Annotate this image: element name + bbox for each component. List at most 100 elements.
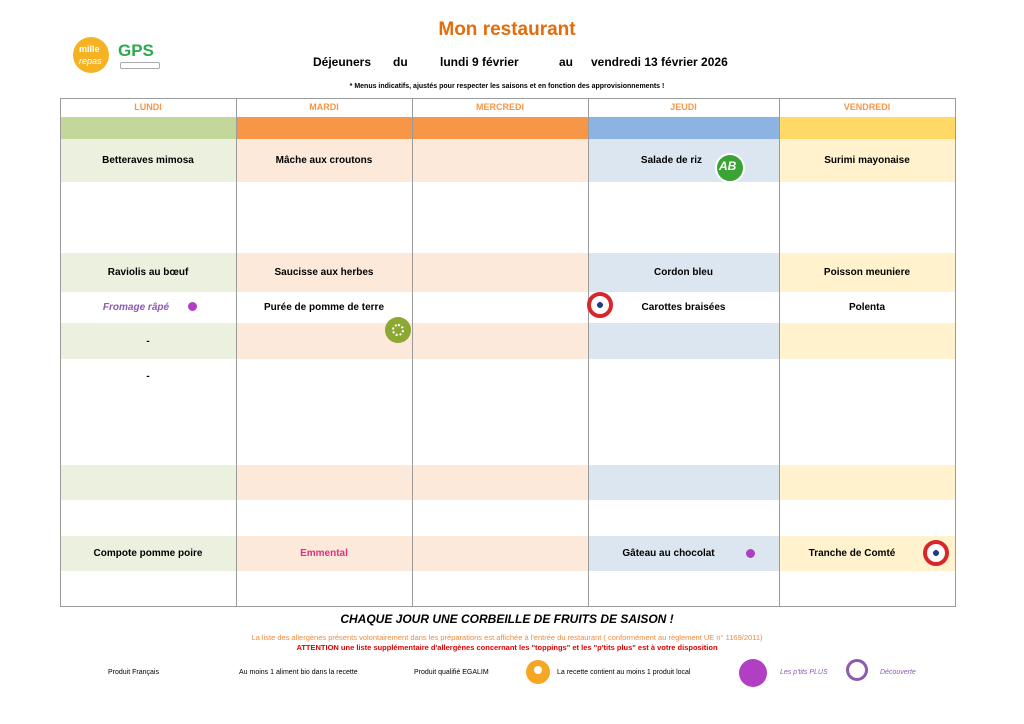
day-header: MERCREDI bbox=[475, 102, 524, 112]
attention-note: ATTENTION une liste supplémentaire d'all… bbox=[296, 643, 718, 652]
menu-cell bbox=[60, 465, 236, 500]
dish: Cordon bleu bbox=[654, 267, 713, 278]
menu-cell bbox=[779, 465, 955, 500]
color-band bbox=[236, 117, 412, 139]
menu-cell: - bbox=[60, 359, 236, 465]
day-header: VENDREDI bbox=[843, 102, 891, 112]
grid-line bbox=[412, 98, 413, 606]
menu-cell: Mâche aux croutons bbox=[236, 139, 412, 182]
menu-cell bbox=[236, 465, 412, 500]
logo-mille-repas bbox=[73, 37, 109, 73]
menu-cell: Betteraves mimosa bbox=[60, 139, 236, 182]
dish: Salade de riz bbox=[640, 155, 703, 166]
logo-decoration bbox=[120, 62, 160, 69]
menu-cell bbox=[412, 139, 588, 182]
day-header: MARDI bbox=[309, 102, 339, 112]
logo-text: repas bbox=[79, 56, 102, 66]
menu-cell: Purée de pomme de terre bbox=[236, 292, 412, 323]
dish: Purée de pomme de terre bbox=[263, 302, 385, 313]
bio-icon bbox=[715, 153, 745, 183]
dish: Gâteau au chocolat bbox=[622, 548, 715, 559]
menu-cell: Saucisse aux herbes bbox=[236, 253, 412, 292]
menu-cell bbox=[236, 500, 412, 536]
period-label: Déjeuners bbox=[313, 55, 372, 69]
menu-cell bbox=[412, 536, 588, 571]
dish: - bbox=[146, 335, 150, 347]
menu-cell: Raviolis au bœuf bbox=[60, 253, 236, 292]
dish: Betteraves mimosa bbox=[102, 155, 194, 166]
dish: Compote pomme poire bbox=[93, 548, 203, 559]
fruit-banner: CHAQUE JOUR UNE CORBEILLE DE FRUITS DE S… bbox=[340, 612, 674, 626]
menu-cell: Poisson meuniere bbox=[779, 253, 955, 292]
dish: Tranche de Comté bbox=[808, 548, 896, 559]
menu-cell: - bbox=[60, 323, 236, 359]
day-header: JEUDI bbox=[670, 102, 697, 112]
menu-cell bbox=[60, 182, 236, 253]
plus-icon bbox=[739, 659, 767, 687]
title: Mon restaurant bbox=[438, 19, 576, 40]
grid-line bbox=[588, 98, 589, 606]
menu-cell bbox=[588, 571, 779, 606]
discovery-icon bbox=[846, 659, 868, 681]
french-icon bbox=[587, 292, 613, 318]
menu-cell bbox=[236, 571, 412, 606]
menu-cell bbox=[779, 182, 955, 253]
logo-text: mille bbox=[79, 44, 100, 54]
note: * Menus indicatifs, ajustés pour respect… bbox=[349, 83, 665, 90]
legend-item: Découverte bbox=[880, 669, 916, 676]
menu-cell bbox=[779, 323, 955, 359]
dish: Carottes braisées bbox=[641, 302, 726, 313]
menu-cell: Salade de riz bbox=[588, 139, 779, 182]
menu-cell bbox=[60, 571, 236, 606]
from-date: lundi 9 février bbox=[440, 55, 519, 69]
menu-cell bbox=[412, 465, 588, 500]
menu-cell bbox=[412, 359, 588, 465]
color-band bbox=[588, 117, 779, 139]
menu-cell bbox=[588, 359, 779, 465]
menu-cell bbox=[779, 500, 955, 536]
menu-cell bbox=[588, 182, 779, 253]
dish: Raviolis au bœuf bbox=[107, 267, 189, 278]
dish: Emmental bbox=[300, 548, 348, 559]
menu-cell bbox=[60, 500, 236, 536]
dish: Poisson meuniere bbox=[823, 267, 911, 278]
dish: Fromage râpé bbox=[102, 302, 170, 313]
plus-icon bbox=[746, 549, 755, 558]
grid-line bbox=[236, 98, 237, 606]
menu-cell bbox=[236, 359, 412, 465]
menu-cell bbox=[236, 182, 412, 253]
table-border bbox=[60, 98, 956, 607]
legend-item: Produit Français bbox=[108, 669, 159, 676]
day-header: LUNDI bbox=[134, 102, 162, 112]
allergens-note: La liste des allergènes présents volonta… bbox=[251, 633, 763, 642]
menu-cell bbox=[412, 500, 588, 536]
egalim-icon-inner bbox=[392, 324, 404, 336]
local-icon-inner bbox=[534, 666, 542, 674]
menu-cell bbox=[412, 182, 588, 253]
menu-cell: Compote pomme poire bbox=[60, 536, 236, 571]
menu-cell: Carottes braisées bbox=[588, 292, 779, 323]
dish: - bbox=[146, 371, 150, 382]
grid-line bbox=[779, 98, 780, 606]
logo-gps: GPS bbox=[118, 41, 154, 60]
menu-cell: Cordon bleu bbox=[588, 253, 779, 292]
menu-cell bbox=[412, 292, 588, 323]
color-band bbox=[779, 117, 955, 139]
french-icon bbox=[923, 540, 949, 566]
menu-cell: Surimi mayonaise bbox=[779, 139, 955, 182]
menu-cell bbox=[588, 500, 779, 536]
to-label: au bbox=[559, 55, 574, 69]
menu-cell bbox=[779, 359, 955, 465]
menu-cell bbox=[588, 465, 779, 500]
legend-item: Les p'tits PLUS bbox=[780, 669, 828, 676]
dish: Saucisse aux herbes bbox=[274, 267, 374, 278]
menu-cell: Fromage râpé bbox=[60, 292, 236, 323]
bio-badge: AB bbox=[719, 159, 737, 173]
menu-cell bbox=[412, 323, 588, 359]
menu-cell: Polenta bbox=[779, 292, 955, 323]
dish: Surimi mayonaise bbox=[824, 155, 910, 166]
menu-cell: Emmental bbox=[236, 536, 412, 571]
menu-cell bbox=[412, 571, 588, 606]
